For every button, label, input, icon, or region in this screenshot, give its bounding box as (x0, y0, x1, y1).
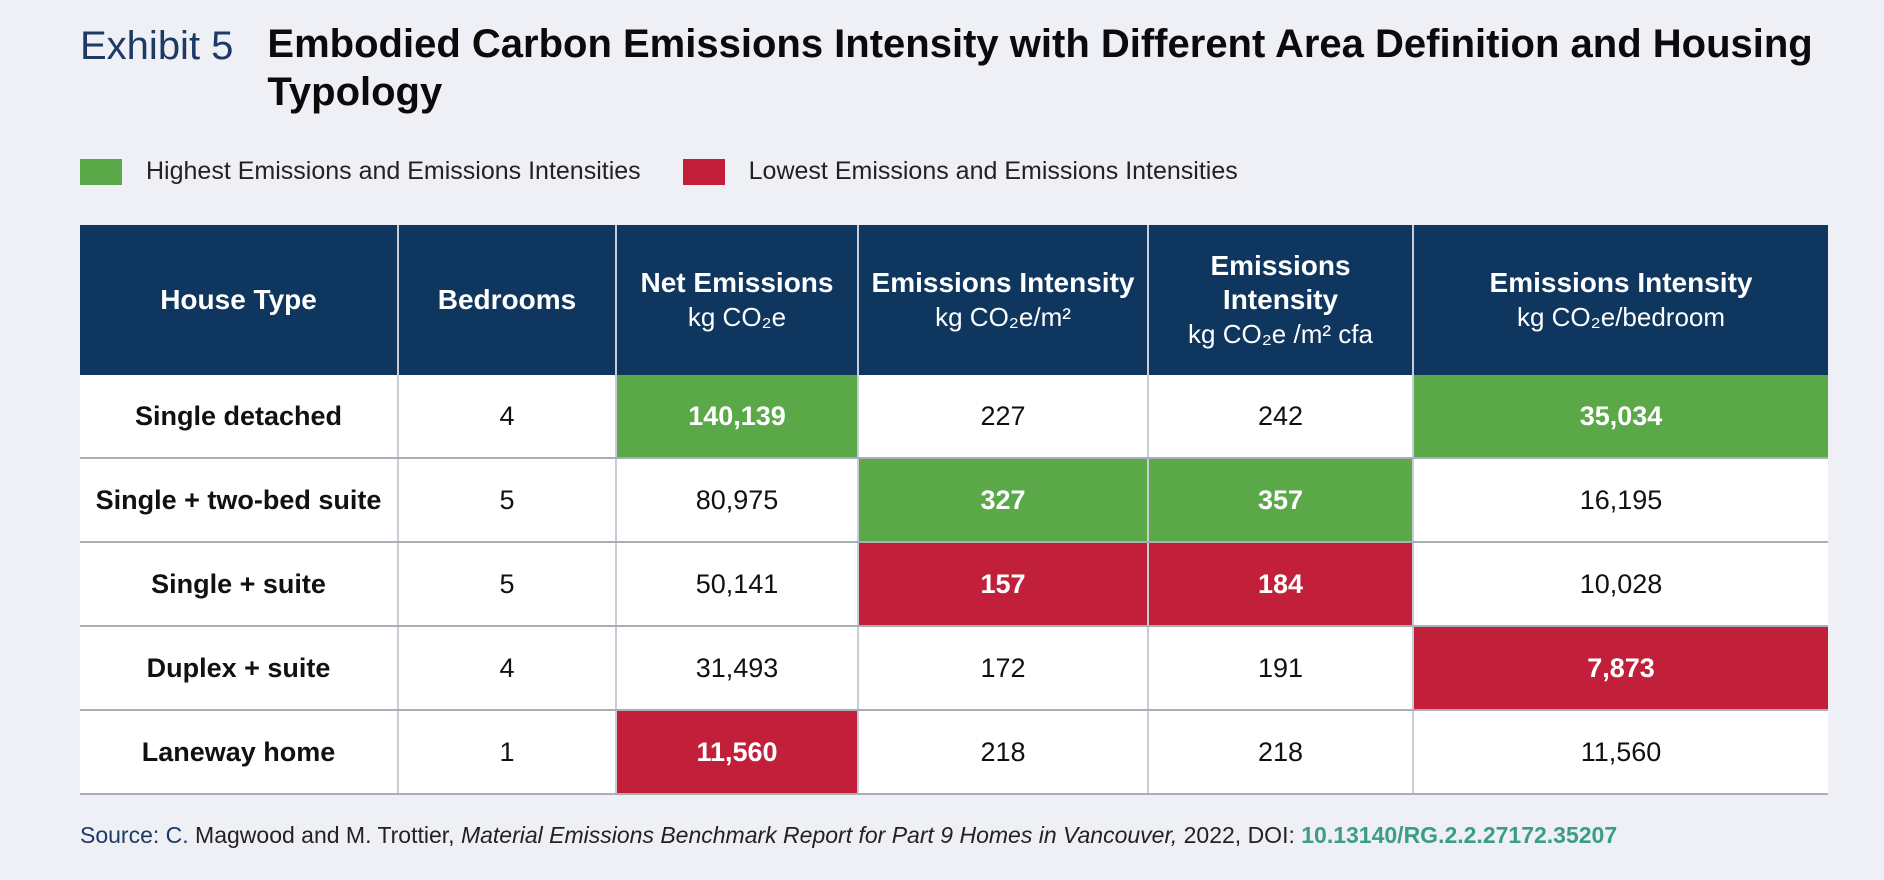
source-note: Source: C. Magwood and M. Trottier, Mate… (80, 822, 1617, 849)
table-cell: 80,975 (616, 458, 859, 543)
source-doi-link[interactable]: 10.13140/RG.2.2.27172.35207 (1301, 822, 1618, 848)
source-year-doi: 2022, DOI: (1177, 822, 1302, 848)
col-header-title: House Type (160, 284, 317, 315)
title-block: Exhibit 5 Embodied Carbon Emissions Inte… (80, 20, 1840, 116)
exhibit-label: Exhibit 5 (80, 24, 234, 68)
table-cell: 50,141 (616, 542, 859, 627)
source-authors: Magwood and M. Trottier, (188, 822, 461, 848)
legend-low-label: Lowest Emissions and Emissions Intensiti… (748, 157, 1238, 185)
source-label: Source: C. (80, 822, 189, 848)
col-header-unit: kg CO₂e /m² cfa (1188, 319, 1373, 349)
table-cell: 5 (398, 542, 617, 627)
table-cell: 157 (858, 542, 1149, 627)
table-cell: 5 (398, 458, 617, 543)
table-cell: 191 (1148, 626, 1414, 711)
table-cell: 11,560 (1413, 710, 1828, 795)
table-cell: 227 (858, 375, 1149, 459)
table-cell: 140,139 (616, 375, 859, 459)
table-row: Duplex + suite 4 31,493 172 191 7,873 (80, 626, 1828, 711)
table-cell: Single + suite (80, 542, 399, 627)
table-cell: 16,195 (1413, 458, 1828, 543)
col-header-bedrooms: Bedrooms (398, 225, 617, 375)
table-cell: 218 (858, 710, 1149, 795)
table-cell: Single detached (80, 375, 399, 459)
table-cell: 7,873 (1413, 626, 1828, 711)
col-header-title: Net Emissions (640, 267, 834, 298)
col-header-intensity-m2: Emissions Intensity kg CO₂e/m² (858, 225, 1149, 375)
col-header-unit: kg CO₂e/m² (935, 302, 1071, 332)
col-header-house-type: House Type (80, 225, 399, 375)
table-cell: 10,028 (1413, 542, 1828, 627)
col-header-title: Emissions Intensity (1489, 267, 1753, 298)
table-cell: 4 (398, 375, 617, 459)
table-cell: Single + two-bed suite (80, 458, 399, 543)
table-cell: 172 (858, 626, 1149, 711)
table-cell: Duplex + suite (80, 626, 399, 711)
page-title: Embodied Carbon Emissions Intensity with… (267, 22, 1813, 114)
table-row: Single + suite 5 50,141 157 184 10,028 (80, 542, 1828, 627)
emissions-table: House Type Bedrooms Net Emissions kg CO₂… (80, 225, 1828, 795)
legend-high-label: Highest Emissions and Emissions Intensit… (146, 157, 641, 185)
table-cell: 1 (398, 710, 617, 795)
table-cell: 184 (1148, 542, 1414, 627)
col-header-intensity-cfa: Emissions Intensity kg CO₂e /m² cfa (1148, 225, 1414, 375)
legend: Highest Emissions and Emissions Intensit… (80, 157, 1280, 186)
table-header-row: House Type Bedrooms Net Emissions kg CO₂… (80, 225, 1828, 375)
table-cell: 31,493 (616, 626, 859, 711)
col-header-unit: kg CO₂e (687, 302, 787, 332)
table-cell: 218 (1148, 710, 1414, 795)
col-header-title: Emissions Intensity (871, 267, 1135, 298)
table-cell: 357 (1148, 458, 1414, 543)
col-header-title: Bedrooms (437, 284, 577, 315)
source-publication: Material Emissions Benchmark Report for … (460, 822, 1178, 848)
table-cell: 242 (1148, 375, 1414, 459)
col-header-intensity-bedroom: Emissions Intensity kg CO₂e/bedroom (1413, 225, 1828, 375)
table-cell: 4 (398, 626, 617, 711)
table-cell: 11,560 (616, 710, 859, 795)
legend-low-swatch (682, 158, 725, 185)
legend-high-swatch (80, 158, 122, 185)
col-header-title: Emissions Intensity (1210, 250, 1351, 315)
table-cell: Laneway home (80, 710, 399, 795)
table-row: Single + two-bed suite 5 80,975 327 357 … (80, 458, 1828, 543)
table-cell: 327 (858, 458, 1149, 543)
table-row: Single detached 4 140,139 227 242 35,034 (80, 375, 1828, 459)
col-header-unit: kg CO₂e/bedroom (1516, 302, 1726, 332)
col-header-net-emissions: Net Emissions kg CO₂e (616, 225, 859, 375)
table-row: Laneway home 1 11,560 218 218 11,560 (80, 710, 1828, 795)
table-cell: 35,034 (1413, 375, 1828, 459)
